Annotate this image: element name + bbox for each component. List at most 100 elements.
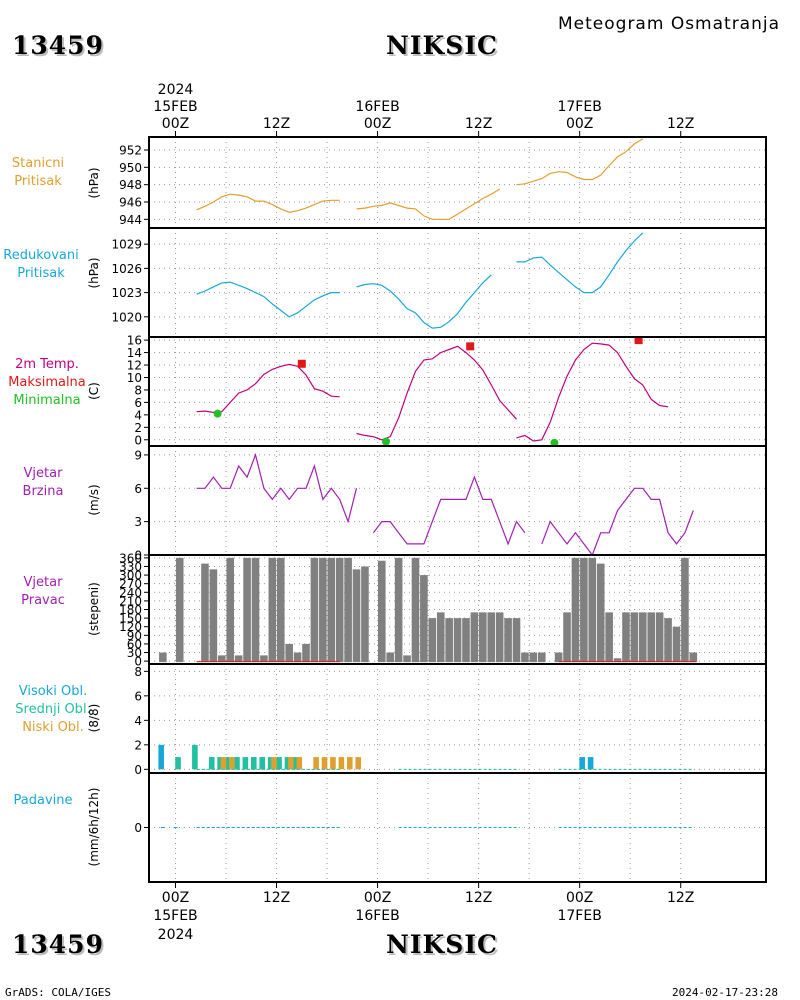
y-tick-label: 10 [127, 371, 142, 385]
series-line [356, 274, 492, 329]
wind-direction-bar [175, 557, 184, 663]
y-axis-unit-label: (stepeni) [87, 582, 101, 636]
y-tick-label: 270 [119, 577, 142, 591]
y-tick-label: 210 [119, 594, 142, 608]
x-tick-label-top: 12Z [465, 116, 492, 132]
wind-direction-bar [639, 612, 647, 663]
y-tick-label: 30 [127, 646, 142, 660]
wind-direction-bar [361, 566, 369, 663]
panel-label-mslp: Redukovani Pritisak [0, 247, 96, 283]
min-temp-marker [550, 438, 559, 446]
panel-label-precip: Padavine [0, 792, 98, 810]
cloud-cover-bar [229, 757, 235, 770]
wind-direction-bar [462, 618, 470, 663]
temp-label-line: 2m Temp. [15, 357, 79, 372]
y-tick-label: 120 [119, 620, 142, 634]
y-tick-label: 1023 [111, 286, 142, 300]
panel-plot-area [196, 138, 644, 220]
temp-label-line: Minimalna [13, 393, 81, 408]
y-axis-unit-label: (hPa) [87, 167, 101, 198]
x-tick-label-top: 00Z [162, 116, 189, 132]
series-line [196, 452, 358, 524]
wind-speed-label-line: Brzina [22, 484, 64, 499]
wind-direction-bar [293, 652, 302, 663]
y-tick-label: 952 [119, 144, 142, 158]
date-label-bottom: 17FEB [557, 908, 601, 924]
x-tick-label-bottom: 00Z [566, 890, 593, 906]
cloud-cover-bar [271, 757, 277, 770]
y-tick-label: 150 [119, 612, 142, 626]
y-tick-label: 60 [127, 637, 142, 651]
credit-text: GrADS: COLA/IGES [5, 986, 111, 999]
y-tick-label: 8 [134, 665, 142, 679]
date-label-top: 17FEB [557, 99, 601, 115]
cloud-cover-bar [192, 744, 198, 770]
wind-dir-label-line: Vjetar [23, 575, 63, 590]
station-id-top: 13459 [12, 31, 104, 60]
y-axis-unit-label: (m/s) [87, 484, 101, 515]
panel-plot-area [158, 744, 694, 770]
wind-direction-bar [310, 557, 319, 663]
cloud-cover-bar [220, 757, 227, 770]
cloud-cover-bar [158, 744, 164, 770]
timestamp-text: 2024-02-17-23:28 [672, 986, 778, 999]
cloud-cover-bar [587, 757, 594, 770]
cloud-cover-bar [234, 757, 240, 770]
year-label-bottom: 2024 [158, 927, 194, 943]
y-tick-label: 12 [127, 359, 142, 373]
cloud-cover-bar [276, 757, 282, 770]
wind-direction-bar [218, 655, 226, 663]
panel-wind_speed: 0 3 6 9 (m/s) [87, 445, 767, 563]
y-tick-label: 300 [119, 569, 142, 583]
panel-label-wind-dir: Vjetar Pravac [0, 574, 98, 610]
panel-label-wind-speed: Vjetar Brzina [0, 465, 98, 501]
x-tick-label-top: 12Z [667, 116, 694, 132]
precip-label-line: Padavine [13, 793, 73, 808]
max-temp-marker [466, 342, 475, 351]
wind-direction-bar [335, 557, 344, 663]
wind-direction-bar [664, 618, 672, 663]
wind-direction-bar [420, 575, 428, 663]
series-line [516, 232, 644, 294]
y-tick-label: 16 [127, 334, 142, 348]
y-tick-label: 1026 [111, 262, 142, 276]
y-tick-label: 3 [134, 515, 142, 529]
cloud-cover-bar [267, 757, 274, 770]
wind-direction-bar [268, 557, 277, 663]
temp-label-line: Maksimalna [8, 375, 86, 390]
wind-direction-bar [251, 557, 260, 663]
wind-direction-bar [453, 618, 462, 663]
series-line [196, 281, 340, 318]
y-tick-label: 4 [134, 408, 142, 422]
x-tick-label-bottom: 12Z [263, 890, 290, 906]
panel-label-pressure: Stanicni Pritisak [0, 155, 93, 191]
wind-direction-bar [495, 612, 504, 663]
cloud-cover-bar [284, 757, 291, 770]
clouds-label-line: Niski Obl. [22, 720, 84, 735]
y-tick-label: 0 [134, 655, 142, 669]
x-tick-label-bottom: 00Z [364, 890, 391, 906]
series-line [196, 363, 340, 414]
wind-direction-bar [285, 643, 293, 663]
wind-direction-bar [386, 652, 395, 663]
y-tick-label: 0 [134, 821, 142, 835]
wind-direction-bar [352, 569, 361, 663]
y-tick-label: 360 [119, 551, 142, 565]
panel-mslp: 1020 1023 1026 1029 (hPa) [87, 227, 767, 338]
panel-pressure: 944 946 948 950 952 (hPa) [87, 136, 767, 229]
series-line [356, 345, 517, 441]
wind-direction-bar [605, 612, 613, 663]
wind-direction-bar [377, 560, 386, 663]
y-tick-label: 330 [119, 560, 142, 574]
wind-direction-bar [436, 612, 445, 663]
cloud-cover-bar [330, 757, 336, 770]
cloud-cover-bar [208, 757, 215, 770]
y-tick-label: 1020 [111, 310, 142, 324]
cloud-cover-bar [338, 757, 345, 770]
wind-direction-bar [630, 612, 639, 663]
wind-direction-bar [344, 557, 352, 663]
wind-direction-bar [260, 655, 268, 663]
wind-direction-bar [554, 652, 563, 663]
panel-precip: 0 (mm/6h/12h) [87, 772, 767, 883]
